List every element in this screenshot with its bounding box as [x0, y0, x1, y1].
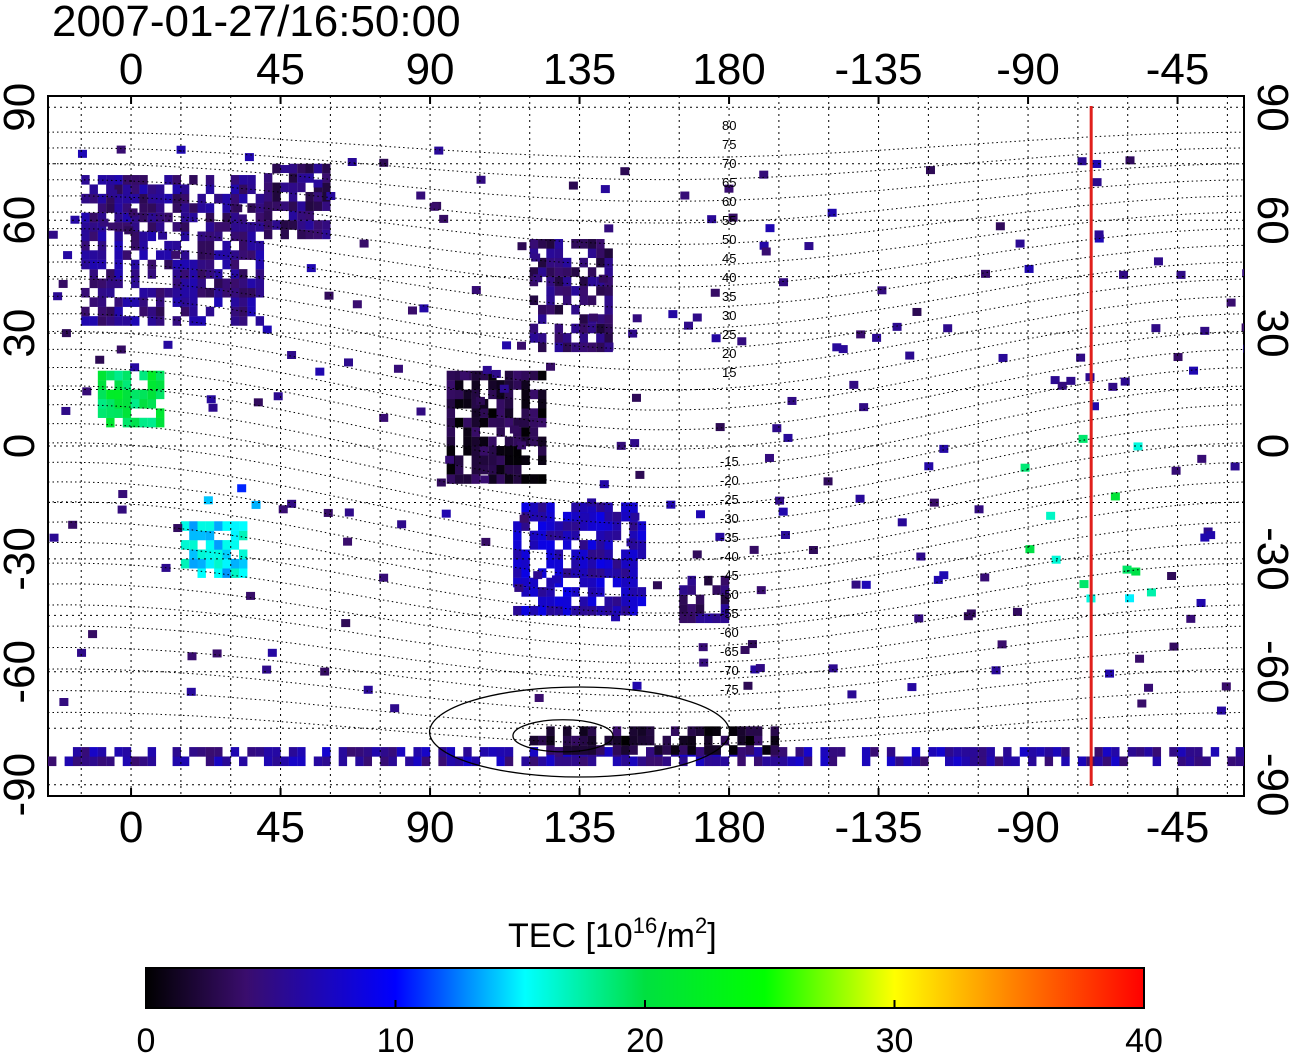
tec-region-new-zealand — [679, 575, 730, 624]
svg-text:-35: -35 — [720, 530, 739, 545]
magnetic-contours — [48, 131, 1244, 778]
colorbar-tick-label: 0 — [137, 1022, 156, 1057]
top-longitude-axis: 0 45 90 135 180 -135 -90 -45 — [119, 45, 1210, 104]
svg-text:-60: -60 — [720, 625, 739, 640]
bottom-tick-label: -135 — [835, 803, 923, 852]
bottom-tick-label: 45 — [256, 803, 305, 852]
svg-text:-25: -25 — [720, 492, 739, 507]
left-tick-label: -60 — [0, 640, 44, 704]
right-tick-label: 90 — [1248, 83, 1292, 132]
svg-text:65: 65 — [722, 175, 736, 190]
svg-text:15: 15 — [722, 365, 736, 380]
right-latitude-axis: 90 60 30 0 -30 -60 -90 — [1248, 83, 1292, 817]
top-tick-label: 135 — [543, 45, 616, 94]
svg-text:-20: -20 — [720, 473, 739, 488]
bottom-tick-label: 0 — [119, 803, 143, 852]
tec-region-south-africa — [180, 521, 248, 578]
top-tick-label: -45 — [1146, 45, 1210, 94]
bottom-tick-label: 135 — [543, 803, 616, 852]
top-tick-label: 0 — [119, 45, 143, 94]
svg-text:20: 20 — [722, 346, 736, 361]
colorbar-tick-label: 10 — [377, 1022, 415, 1057]
bottom-longitude-axis: 0 45 90 135 180 -135 -90 -45 — [119, 788, 1210, 852]
right-tick-label: 0 — [1248, 434, 1292, 458]
svg-text:-45: -45 — [720, 568, 739, 583]
svg-text:80: 80 — [722, 118, 736, 133]
right-tick-label: 60 — [1248, 196, 1292, 245]
bottom-tick-label: -45 — [1146, 803, 1210, 852]
left-tick-label: 0 — [0, 434, 44, 458]
svg-text:-65: -65 — [720, 644, 739, 659]
svg-text:-40: -40 — [720, 549, 739, 564]
bottom-tick-label: -90 — [996, 803, 1060, 852]
top-tick-label: 180 — [692, 45, 765, 94]
tec-region-east-asia — [529, 239, 613, 353]
svg-text:55: 55 — [722, 213, 736, 228]
right-tick-label: -90 — [1248, 753, 1292, 817]
left-tick-label: -90 — [0, 753, 44, 817]
bottom-tick-label: 180 — [692, 803, 765, 852]
bottom-tick-label: 90 — [406, 803, 455, 852]
svg-text:-15: -15 — [720, 454, 739, 469]
tec-region-siberia — [263, 163, 331, 240]
tec-region-europe — [81, 175, 265, 326]
left-latitude-axis: 90 60 30 0 -30 -60 -90 — [0, 83, 44, 817]
svg-text:45: 45 — [722, 251, 736, 266]
left-tick-label: 90 — [0, 83, 44, 132]
map-plot-area: 80 75 70 65 60 55 50 45 40 35 30 25 20 15 -15 -20 -25 -30… — [48, 96, 1244, 796]
colorbar-tick-label: 40 — [1125, 1022, 1163, 1057]
svg-text:-55: -55 — [720, 606, 739, 621]
tec-region-west-africa — [97, 370, 165, 428]
svg-text:35: 35 — [722, 289, 736, 304]
top-tick-label: 90 — [406, 45, 455, 94]
tec-region-australia — [513, 502, 647, 616]
graticule — [48, 96, 1244, 796]
timestamp-title: 2007-01-27/16:50:00 — [52, 0, 461, 46]
svg-text:-75: -75 — [720, 682, 739, 697]
svg-text:-70: -70 — [720, 663, 739, 678]
svg-text:40: 40 — [722, 270, 736, 285]
right-tick-label: -60 — [1248, 640, 1292, 704]
svg-text:25: 25 — [722, 327, 736, 342]
svg-text:-50: -50 — [720, 587, 739, 602]
top-tick-label: -135 — [835, 45, 923, 94]
colorbar-tick-label: 20 — [626, 1022, 664, 1057]
svg-text:70: 70 — [722, 156, 736, 171]
left-tick-label: -30 — [0, 527, 44, 591]
svg-text:30: 30 — [722, 308, 736, 323]
svg-text:-30: -30 — [720, 511, 739, 526]
left-tick-label: 60 — [0, 196, 44, 245]
colorbar: TEC [1016/m2] 0 10 20 30 40 — [137, 913, 1163, 1057]
svg-text:50: 50 — [722, 232, 736, 247]
colorbar-tick-label: 30 — [876, 1022, 914, 1057]
left-tick-label: 30 — [0, 309, 44, 358]
tec-scattered-points — [48, 145, 1244, 715]
colorbar-label: TEC [1016/m2] — [508, 913, 717, 955]
svg-text:75: 75 — [722, 137, 736, 152]
svg-text:60: 60 — [722, 194, 736, 209]
right-tick-label: -30 — [1248, 527, 1292, 591]
right-tick-label: 30 — [1248, 309, 1292, 358]
top-tick-label: -90 — [996, 45, 1060, 94]
colorbar-ticks: 0 10 20 30 40 — [137, 1000, 1163, 1057]
contour-labels: 80 75 70 65 60 55 50 45 40 35 30 25 20 15 -15 -20 -25 -30… — [720, 118, 739, 697]
tec-region-antarctica — [529, 726, 779, 755]
top-tick-label: 45 — [256, 45, 305, 94]
